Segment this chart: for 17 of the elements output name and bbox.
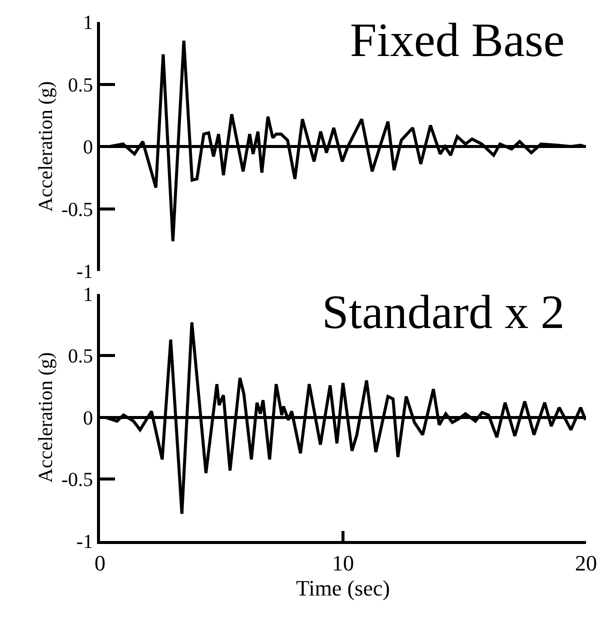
y-tick-label: 0	[83, 407, 93, 430]
chart-title: Fixed Base	[350, 14, 565, 67]
y-tick-label: -0.5	[61, 198, 93, 221]
x-tick-label: 10	[332, 550, 354, 576]
y-tick-label: 0	[83, 136, 93, 159]
y-tick-label: 1	[83, 284, 93, 306]
y-tick-label: 0.5	[68, 74, 93, 96]
x-tick-label: 20	[575, 550, 597, 576]
y-tick-label: -1	[76, 531, 93, 553]
y-axis-title: Acceleration (g)	[34, 81, 57, 212]
y-tick-label: -0.5	[61, 469, 93, 492]
chart-title: Standard x 2	[322, 286, 565, 339]
y-tick-label: 1	[83, 12, 93, 34]
y-axis-title: Acceleration (g)	[34, 352, 57, 483]
x-axis-title: Time (sec)	[296, 575, 390, 600]
y-tick-label: -1	[76, 261, 93, 284]
y-tick-label: 0.5	[68, 346, 93, 368]
